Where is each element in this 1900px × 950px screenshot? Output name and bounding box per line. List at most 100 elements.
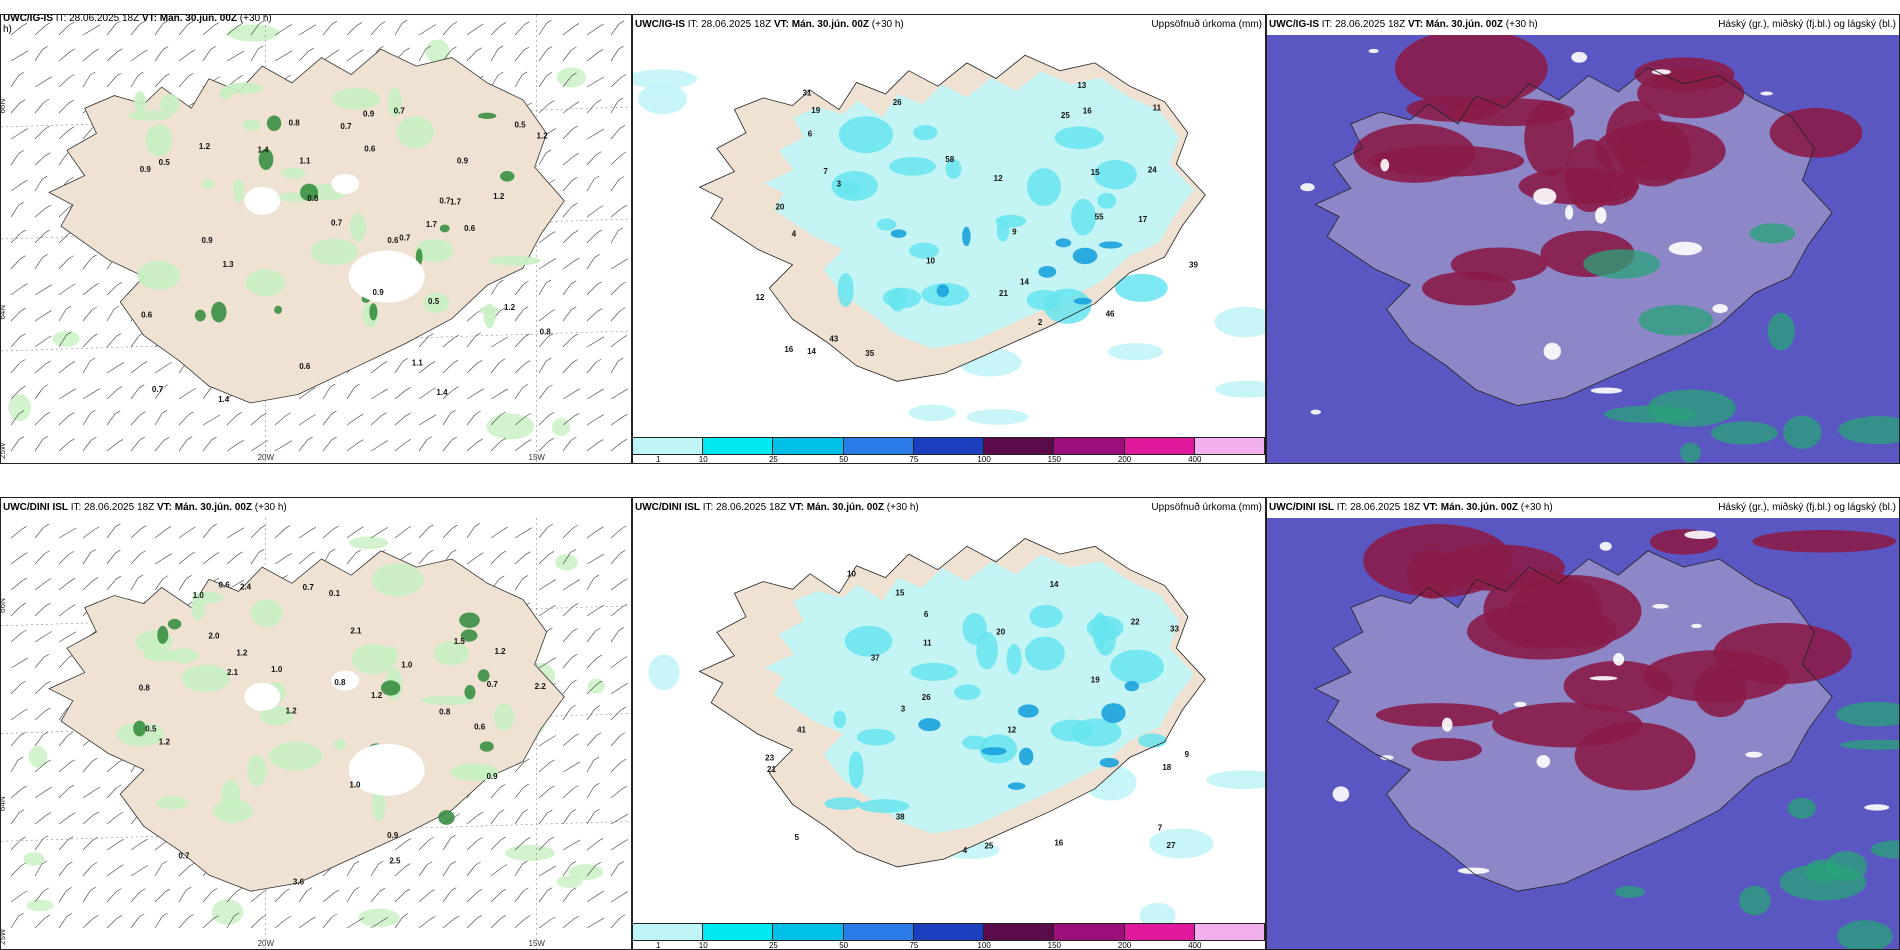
wind-barb bbox=[538, 836, 555, 851]
value-label: 2 bbox=[1038, 318, 1043, 327]
wind-barb bbox=[58, 654, 74, 669]
wind-barb bbox=[394, 438, 412, 452]
barb-flag bbox=[502, 526, 508, 531]
init-time: IT: 28.06.2025 18Z bbox=[687, 19, 772, 30]
barb-flag bbox=[44, 229, 50, 234]
value-label: 26 bbox=[922, 693, 931, 702]
wind-barb bbox=[106, 439, 124, 452]
wind-barb bbox=[538, 916, 556, 929]
barb-shaft bbox=[58, 24, 70, 36]
wind-barb bbox=[10, 201, 24, 218]
barb-shaft bbox=[202, 417, 216, 426]
barb-flag bbox=[93, 48, 99, 53]
precip-patch bbox=[556, 67, 587, 88]
barb-flag bbox=[162, 384, 169, 388]
precip-core bbox=[438, 810, 455, 825]
wind-barb bbox=[538, 100, 555, 114]
mid-cloud bbox=[1614, 885, 1645, 898]
wind-barb bbox=[538, 809, 553, 825]
precip-patch bbox=[191, 596, 206, 620]
wind-barb bbox=[370, 917, 388, 929]
wind-barb bbox=[562, 785, 579, 799]
barb-flag bbox=[621, 603, 628, 608]
barb-flag bbox=[622, 388, 629, 393]
legend-tick: 1 bbox=[656, 455, 661, 464]
barb-flag bbox=[598, 604, 604, 609]
barb-flag bbox=[91, 862, 98, 866]
barb-flag bbox=[354, 860, 360, 865]
barb-flag bbox=[238, 579, 245, 584]
barb-shaft bbox=[106, 891, 117, 903]
valid-time: Mán. 30.jún. 00Z bbox=[791, 19, 869, 30]
barb-shaft bbox=[418, 892, 430, 903]
value-label: 9 bbox=[1185, 750, 1190, 759]
barb-flag bbox=[452, 359, 459, 364]
barb-flag bbox=[70, 604, 76, 608]
barb-flag bbox=[499, 809, 505, 814]
clear-sky bbox=[1441, 717, 1453, 732]
precip-area bbox=[1054, 126, 1104, 150]
barb-shaft bbox=[562, 890, 572, 903]
barb-shaft bbox=[130, 74, 139, 88]
barb-flag bbox=[598, 414, 604, 418]
barb-flag bbox=[621, 204, 628, 209]
wind-barb bbox=[466, 332, 481, 348]
high-cloud bbox=[1574, 722, 1696, 791]
barb-shaft bbox=[418, 527, 429, 539]
precip-patch bbox=[488, 255, 541, 266]
barb-shaft bbox=[418, 390, 431, 400]
barb-flag bbox=[46, 310, 52, 314]
barb-shaft bbox=[538, 22, 547, 36]
wind-map-bottom: 0.80.10.6 0.71.01.20.71.00.60.81.21.50.90… bbox=[1, 518, 631, 949]
high-cloud bbox=[1353, 124, 1476, 183]
barb-shaft bbox=[466, 441, 478, 452]
value-label: 46 bbox=[1106, 310, 1115, 319]
barb-flag bbox=[211, 523, 217, 528]
barb-flag bbox=[356, 21, 363, 26]
precip-core bbox=[464, 685, 476, 700]
wind-barb bbox=[610, 74, 627, 88]
barb-shaft bbox=[562, 180, 573, 192]
value-label: 37 bbox=[871, 653, 880, 662]
barb-flag bbox=[261, 412, 267, 417]
wind-barb bbox=[322, 436, 337, 452]
barb-flag bbox=[594, 175, 600, 180]
barb-flag bbox=[331, 20, 338, 25]
barb-flag bbox=[598, 205, 604, 209]
barb-flag bbox=[354, 383, 360, 388]
precip-area bbox=[909, 242, 939, 259]
barb-flag bbox=[475, 410, 481, 415]
barb-shaft bbox=[298, 27, 312, 36]
wind-barb bbox=[586, 308, 603, 322]
vt-label: VT: bbox=[773, 19, 789, 30]
barb-shaft bbox=[10, 182, 23, 192]
barb-shaft bbox=[610, 128, 621, 140]
wind-barb bbox=[418, 387, 436, 400]
barb-flag bbox=[237, 551, 243, 556]
barb-flag bbox=[69, 360, 76, 365]
wind-barb bbox=[274, 553, 292, 565]
barb-flag bbox=[429, 889, 435, 893]
value-label: 14 bbox=[807, 347, 816, 356]
barb-shaft bbox=[10, 53, 24, 62]
barb-flag bbox=[310, 24, 317, 29]
barb-shaft bbox=[514, 74, 523, 88]
precip-core bbox=[1101, 703, 1126, 723]
wind-barb bbox=[442, 861, 456, 877]
high-cloud bbox=[1445, 98, 1575, 127]
legend-tick: 150 bbox=[1047, 941, 1062, 950]
barb-shaft bbox=[82, 865, 93, 877]
barb-flag bbox=[137, 574, 144, 579]
wind-barb bbox=[610, 307, 626, 322]
lead-time: (+30 h) bbox=[239, 14, 272, 24]
barb-flag bbox=[499, 358, 505, 363]
wind-barb bbox=[34, 204, 51, 218]
wind-barb bbox=[34, 860, 48, 877]
value-label: 1.0 bbox=[271, 665, 283, 674]
wind-barb bbox=[538, 231, 556, 244]
wind-barb bbox=[10, 385, 26, 400]
wind-barb bbox=[610, 839, 628, 851]
wind-barb bbox=[586, 604, 604, 617]
wind-barb bbox=[322, 410, 337, 426]
wind-barb bbox=[34, 411, 51, 426]
